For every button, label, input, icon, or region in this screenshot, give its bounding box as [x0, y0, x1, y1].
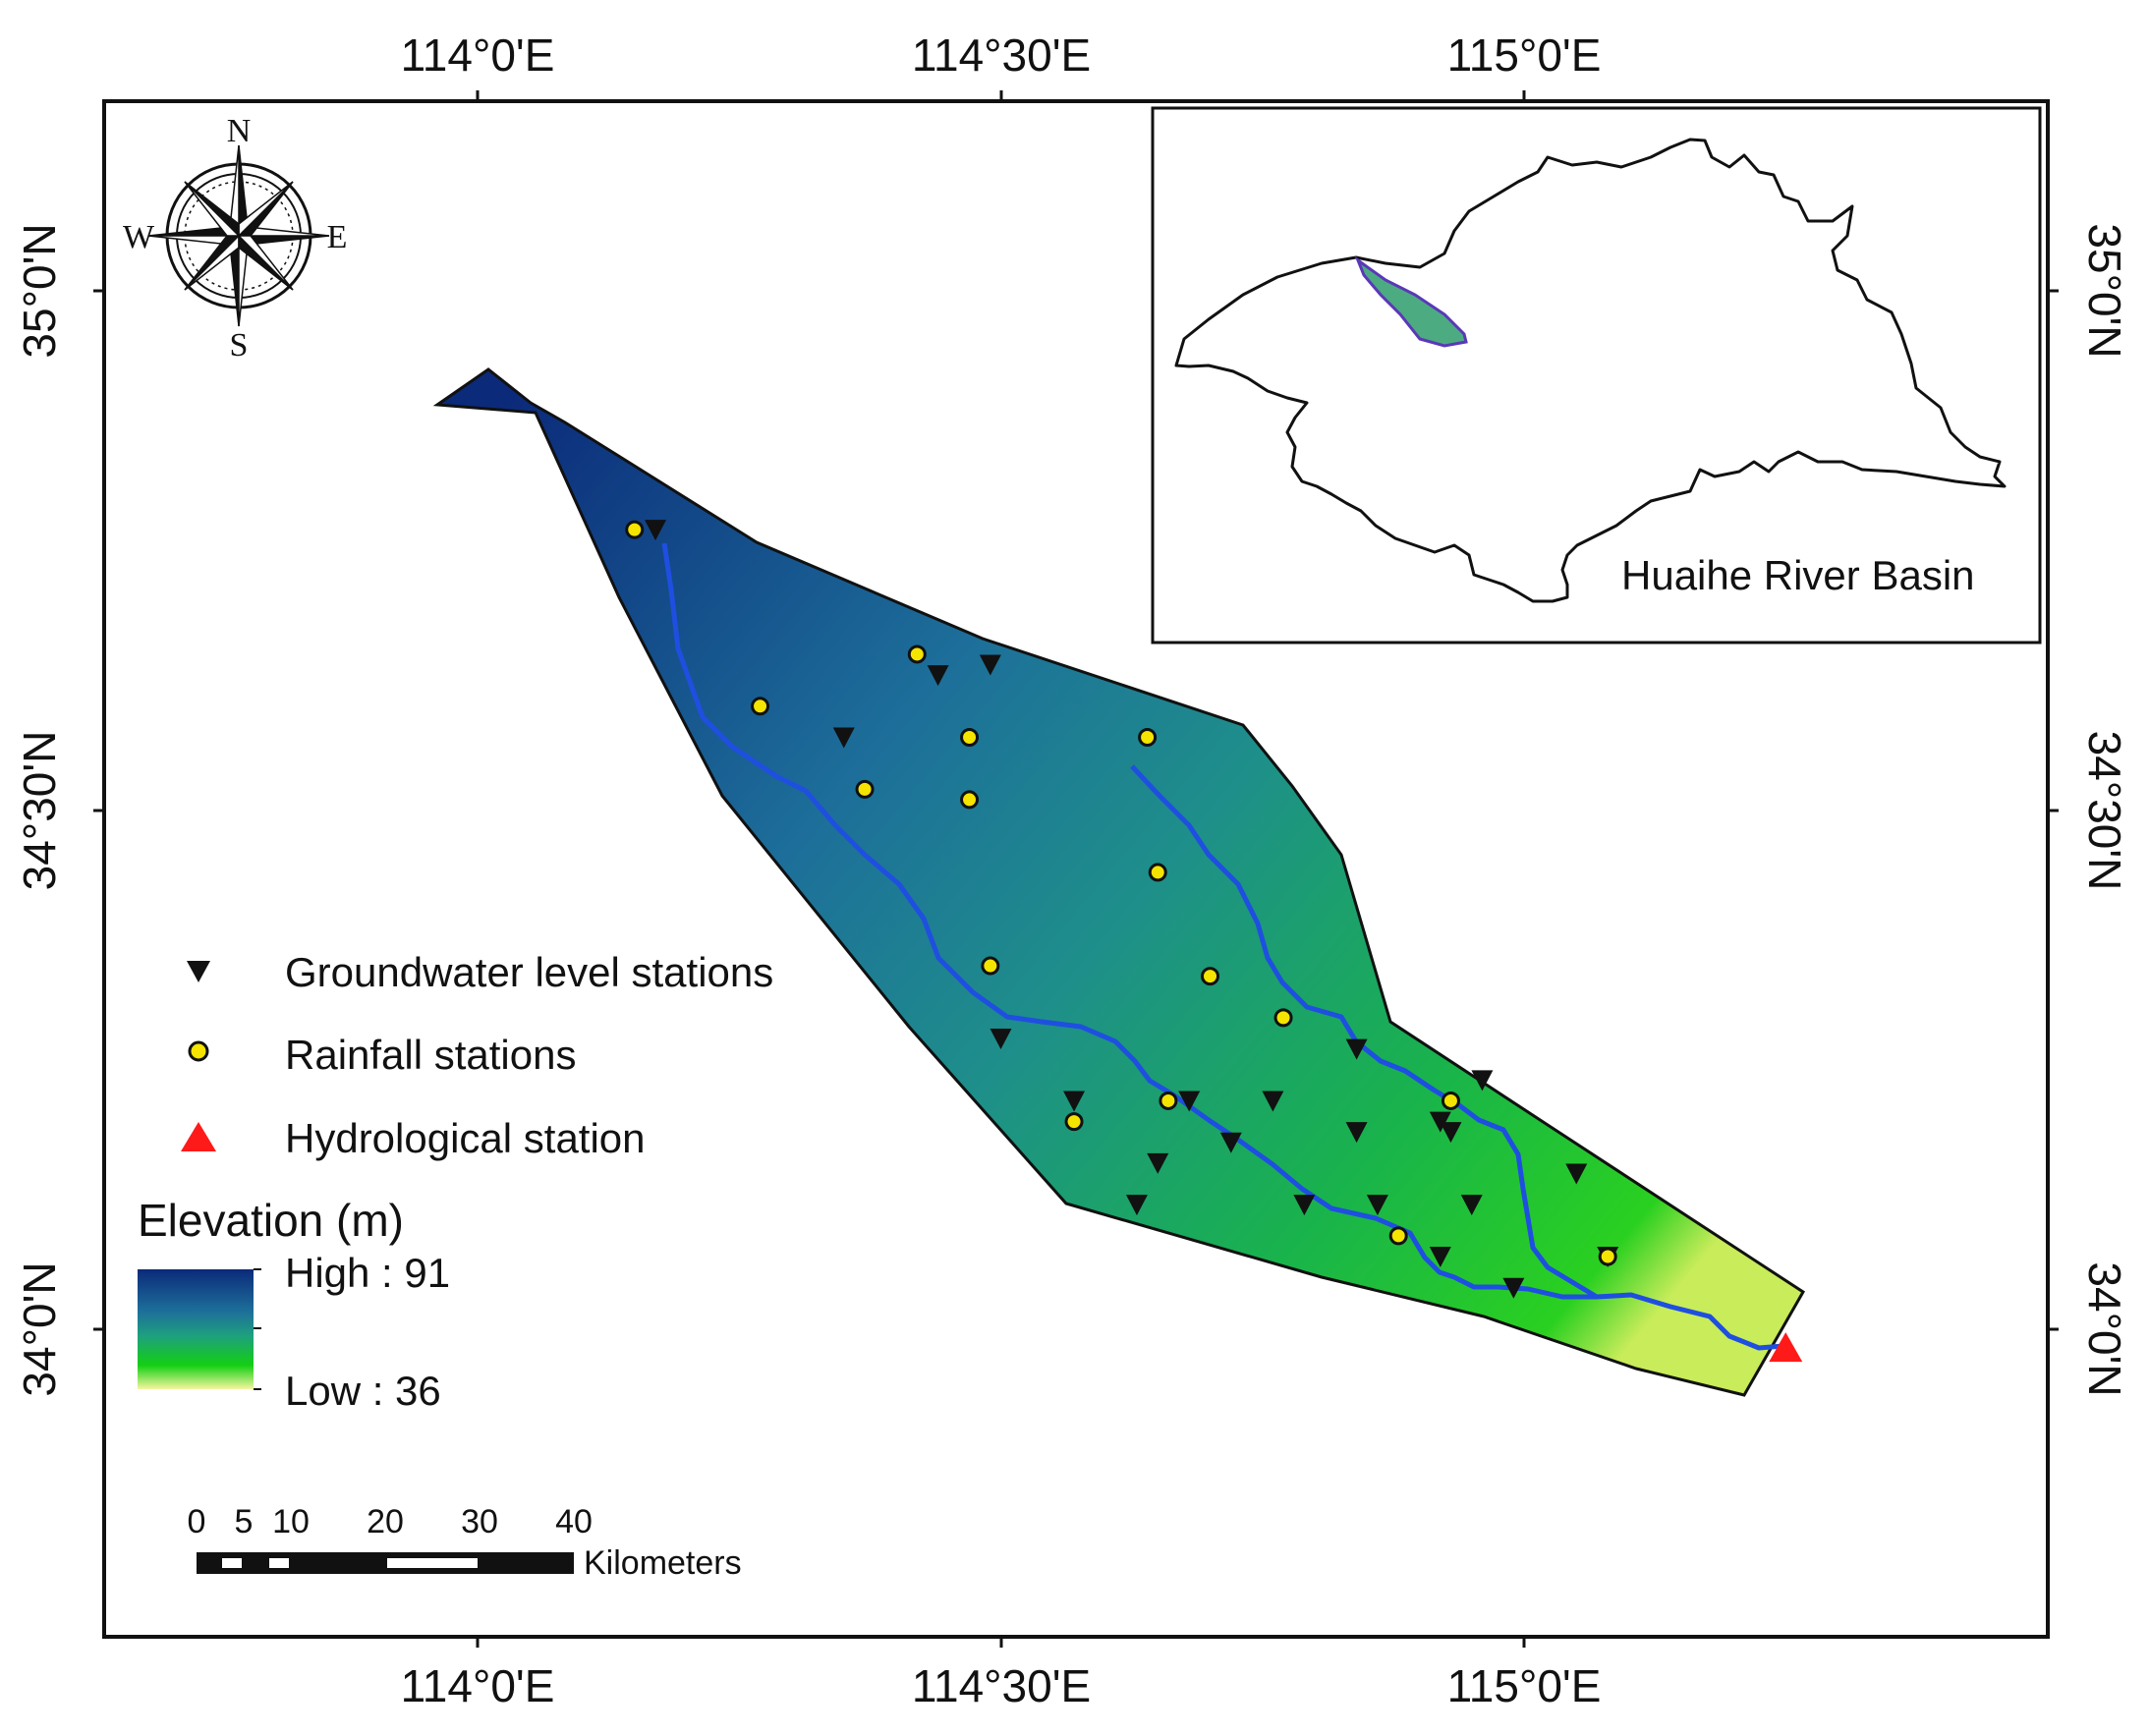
inset-frame	[1151, 106, 2042, 644]
rainfall-station-marker	[1159, 1091, 1178, 1110]
scale-bar-ticks: 0 5 10 20 30 40	[188, 1503, 593, 1540]
groundwater-station-marker	[1429, 1247, 1451, 1268]
groundwater-station-marker	[1345, 1122, 1368, 1144]
scale-tick-40: 40	[555, 1503, 593, 1540]
groundwater-station-marker	[979, 654, 1001, 676]
elevation-high-label: High : 91	[285, 1250, 450, 1296]
compass-north: N	[227, 113, 252, 149]
elevation-low-label: Low : 36	[285, 1368, 441, 1414]
legend-rainfall-label: Rainfall stations	[285, 1032, 576, 1078]
rainfall-station-marker	[1138, 728, 1158, 748]
legend-hydrological-label: Hydrological station	[285, 1115, 646, 1161]
lat-label-right-1: 35°0'N	[2079, 223, 2130, 358]
scale-tick-5: 5	[235, 1503, 254, 1540]
groundwater-station-marker	[1460, 1195, 1483, 1216]
compass-needles	[147, 144, 330, 327]
scale-bar-unit: Kilometers	[584, 1544, 742, 1582]
rainfall-station-marker	[625, 520, 645, 539]
groundwater-station-marker	[990, 1029, 1012, 1050]
groundwater-station-marker	[645, 520, 667, 541]
groundwater-station-marker	[1178, 1091, 1201, 1112]
scale-tick-10: 10	[272, 1503, 310, 1540]
groundwater-station-marker	[1063, 1091, 1086, 1112]
compass-west: W	[123, 219, 155, 255]
lat-label-left-2: 34°30'N	[14, 731, 65, 891]
lat-label-right-3: 34°0'N	[2079, 1261, 2130, 1396]
rainfall-station-marker	[1388, 1226, 1408, 1246]
lon-label-top-1: 114°0'E	[401, 29, 555, 81]
groundwater-station-marker	[1125, 1195, 1148, 1216]
axis-ticks	[93, 90, 2059, 1648]
rainfall-station-marker	[1201, 967, 1219, 986]
lat-label-left-3: 34°0'N	[14, 1261, 65, 1396]
groundwater-stations-layer	[645, 520, 1619, 1299]
rainfall-station-marker	[960, 790, 980, 810]
compass-rose: N S E W	[123, 113, 347, 364]
groundwater-station-marker	[1471, 1070, 1494, 1092]
lat-label-right-2: 34°30'N	[2079, 731, 2130, 891]
groundwater-station-marker	[1366, 1195, 1388, 1216]
legend-rainfall-symbol	[188, 1040, 209, 1062]
rainfall-station-marker	[1598, 1247, 1617, 1266]
rainfall-station-marker	[981, 956, 1000, 976]
groundwater-station-marker	[1219, 1132, 1242, 1153]
rainfall-station-marker	[960, 728, 980, 748]
rainfall-station-marker	[1273, 1008, 1293, 1028]
groundwater-station-marker	[1565, 1163, 1588, 1185]
lon-label-bottom-3: 115°0'E	[1447, 1660, 1602, 1711]
hydrological-station-layer	[1769, 1332, 1803, 1363]
groundwater-station-marker	[1262, 1091, 1284, 1112]
groundwater-station-marker	[1345, 1038, 1368, 1060]
rainfall-station-marker	[907, 644, 927, 664]
elevation-title: Elevation (m)	[138, 1195, 404, 1246]
compass-east: E	[327, 219, 348, 255]
lon-label-top-3: 115°0'E	[1447, 29, 1602, 81]
inset-title: Huaihe River Basin	[1621, 552, 1975, 598]
inset-map: Huaihe River Basin	[1151, 106, 2042, 644]
scale-tick-30: 30	[461, 1503, 498, 1540]
groundwater-station-marker	[1440, 1122, 1462, 1144]
groundwater-station-marker	[1293, 1195, 1316, 1216]
lon-label-top-2: 114°30'E	[912, 29, 1091, 81]
river-tributary	[1130, 764, 1599, 1300]
elevation-colorbar	[138, 1269, 254, 1389]
huaihe-basin-outline	[1174, 138, 2007, 603]
rainfall-station-marker	[1148, 863, 1167, 882]
study-basin-elevation	[432, 367, 1806, 1397]
lon-label-bottom-2: 114°30'E	[912, 1660, 1091, 1711]
compass-south: S	[230, 327, 249, 364]
elevation-legend: Elevation (m) High : 91 Low : 36	[138, 1195, 450, 1414]
lon-label-bottom-1: 114°0'E	[401, 1660, 555, 1711]
legend-groundwater-label: Groundwater level stations	[285, 949, 773, 995]
groundwater-station-marker	[1147, 1152, 1169, 1174]
groundwater-station-marker	[1429, 1111, 1451, 1133]
scale-tick-20: 20	[367, 1503, 404, 1540]
groundwater-station-marker	[927, 665, 949, 687]
rainfall-station-marker	[1064, 1112, 1084, 1132]
groundwater-station-marker	[1502, 1277, 1525, 1299]
scale-tick-0: 0	[188, 1503, 206, 1540]
rainfall-station-marker	[1441, 1091, 1460, 1110]
lat-label-left-1: 35°0'N	[14, 223, 65, 358]
rainfall-stations-layer	[625, 520, 1617, 1266]
rainfall-station-marker	[751, 697, 770, 716]
river-main	[661, 542, 1784, 1351]
scale-bar: 0 5 10 20 30 40 Kilometers	[188, 1503, 742, 1582]
rainfall-station-marker	[855, 779, 875, 799]
legend-groundwater-symbol	[187, 961, 210, 982]
inset-study-area	[1354, 255, 1468, 348]
legend-hydrological-symbol	[181, 1122, 216, 1151]
hydrological-station-marker	[1769, 1332, 1803, 1363]
legend: Groundwater level stations Rainfall stat…	[181, 949, 773, 1161]
groundwater-station-marker	[832, 727, 855, 749]
